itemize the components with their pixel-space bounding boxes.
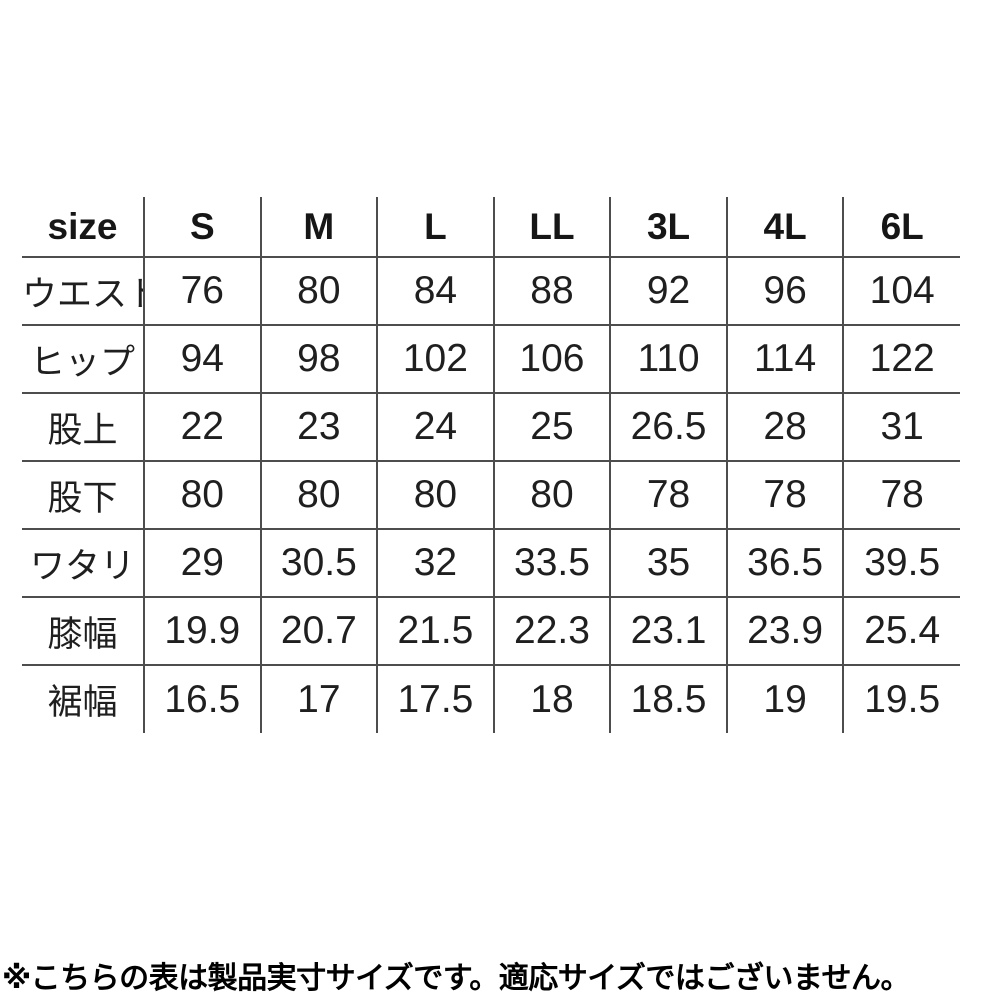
cell-value: 28: [725, 392, 845, 462]
cell-value: 80: [492, 460, 612, 530]
cell-value: 23.1: [609, 596, 728, 666]
table-row-thigh: ワタリ 29 30.5 32 33.5 35 36.5 39.5: [22, 528, 960, 598]
cell-value: 18.5: [609, 664, 728, 733]
cell-value: 22: [143, 392, 262, 462]
row-label: 膝幅: [22, 596, 145, 666]
header-cell-m: M: [259, 197, 379, 258]
cell-value: 32: [376, 528, 495, 598]
cell-value: 25.4: [842, 596, 960, 666]
cell-value: 18: [492, 664, 612, 733]
cell-value: 20.7: [259, 596, 379, 666]
header-row: size S M L LL 3L 4L 6L: [22, 197, 960, 258]
header-cell-6l: 6L: [842, 197, 960, 258]
cell-value: 80: [143, 460, 262, 530]
row-label: 裾幅: [22, 664, 145, 733]
cell-value: 110: [609, 324, 728, 394]
cell-value: 29: [143, 528, 262, 598]
cell-value: 96: [725, 256, 845, 326]
cell-value: 92: [609, 256, 728, 326]
cell-value: 23: [259, 392, 379, 462]
cell-value: 30.5: [259, 528, 379, 598]
cell-value: 35: [609, 528, 728, 598]
table-row-rise: 股上 22 23 24 25 26.5 28 31: [22, 392, 960, 462]
cell-value: 36.5: [725, 528, 845, 598]
cell-value: 22.3: [492, 596, 612, 666]
table-row-inseam: 股下 80 80 80 80 78 78 78: [22, 460, 960, 530]
table-row-waist: ウエスト 76 80 84 88 92 96 104: [22, 256, 960, 326]
table-row-knee: 膝幅 19.9 20.7 21.5 22.3 23.1 23.9 25.4: [22, 596, 960, 666]
cell-value: 80: [376, 460, 495, 530]
cell-value: 84: [376, 256, 495, 326]
header-cell-3l: 3L: [609, 197, 728, 258]
cell-value: 19.5: [842, 664, 960, 733]
row-label: ヒップ: [22, 324, 145, 394]
cell-value: 78: [609, 460, 728, 530]
header-cell-4l: 4L: [725, 197, 845, 258]
cell-value: 39.5: [842, 528, 960, 598]
table-row-hip: ヒップ 94 98 102 106 110 114 122: [22, 324, 960, 394]
cell-value: 80: [259, 460, 379, 530]
cell-value: 88: [492, 256, 612, 326]
cell-value: 102: [376, 324, 495, 394]
cell-value: 104: [842, 256, 960, 326]
row-label: 股下: [22, 460, 145, 530]
header-cell-ll: LL: [492, 197, 612, 258]
cell-value: 114: [725, 324, 845, 394]
cell-value: 80: [259, 256, 379, 326]
cell-value: 26.5: [609, 392, 728, 462]
cell-value: 24: [376, 392, 495, 462]
cell-value: 122: [842, 324, 960, 394]
cell-value: 16.5: [143, 664, 262, 733]
cell-value: 76: [143, 256, 262, 326]
cell-value: 17.5: [376, 664, 495, 733]
size-table: size S M L LL 3L 4L 6L ウエスト 76 80 84 88 …: [22, 197, 960, 733]
cell-value: 19: [725, 664, 845, 733]
cell-value: 106: [492, 324, 612, 394]
footnote: ※こちらの表は製品実寸サイズです。適応サイズではございません。: [2, 962, 910, 995]
cell-value: 31: [842, 392, 960, 462]
cell-value: 23.9: [725, 596, 845, 666]
header-cell-s: S: [143, 197, 262, 258]
cell-value: 25: [492, 392, 612, 462]
row-label: ワタリ: [22, 528, 145, 598]
cell-value: 33.5: [492, 528, 612, 598]
cell-value: 78: [842, 460, 960, 530]
cell-value: 94: [143, 324, 262, 394]
header-cell-size: size: [22, 197, 145, 258]
header-cell-l: L: [376, 197, 495, 258]
cell-value: 21.5: [376, 596, 495, 666]
cell-value: 98: [259, 324, 379, 394]
row-label: ウエスト: [22, 256, 145, 326]
cell-value: 17: [259, 664, 379, 733]
cell-value: 78: [725, 460, 845, 530]
table-row-hem: 裾幅 16.5 17 17.5 18 18.5 19 19.5: [22, 664, 960, 733]
row-label: 股上: [22, 392, 145, 462]
cell-value: 19.9: [143, 596, 262, 666]
